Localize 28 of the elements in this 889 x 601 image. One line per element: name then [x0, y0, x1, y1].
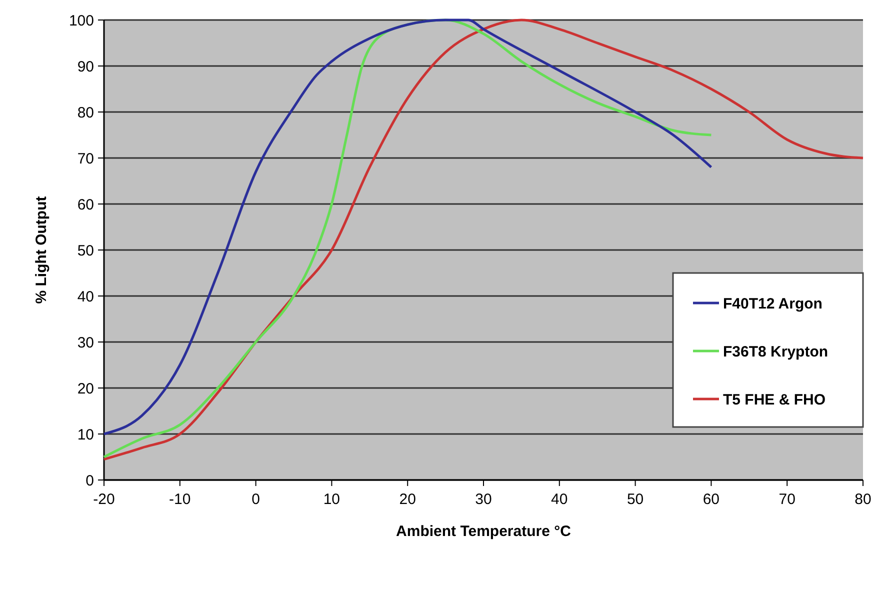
x-tick-label: 30 [475, 491, 492, 508]
y-tick-label: 80 [77, 104, 94, 122]
x-tick-label: 50 [626, 491, 644, 508]
y-tick-label: 20 [77, 380, 94, 398]
x-tick-label: -20 [93, 491, 115, 508]
y-tick-label: 60 [77, 196, 94, 214]
y-tick-label: 70 [77, 150, 94, 168]
legend-label: F40T12 Argon [723, 295, 822, 312]
x-tick-label: 80 [854, 491, 872, 508]
y-tick-label: 100 [68, 12, 94, 30]
x-tick-label: 70 [778, 491, 796, 508]
y-tick-label: 0 [86, 472, 94, 490]
y-tick-label: 40 [77, 288, 94, 306]
x-tick-label: 60 [702, 491, 720, 508]
x-tick-label: -10 [169, 491, 191, 508]
legend-label: F36T8 Krypton [723, 343, 828, 360]
x-tick-label: 40 [551, 491, 568, 508]
x-tick-label: 20 [399, 491, 416, 508]
y-tick-label: 90 [77, 58, 94, 76]
x-axis-title: Ambient Temperature °C [396, 523, 572, 540]
y-tick-label: 10 [77, 426, 94, 444]
line-series [102, 18, 864, 461]
x-tick-label: 10 [323, 491, 340, 508]
y-axis-title: % Light Output [33, 196, 50, 304]
y-tick-label: 50 [77, 242, 94, 260]
legend-label: T5 FHE & FHO [723, 391, 826, 408]
x-tick-label: 0 [252, 491, 260, 508]
y-tick-label: 30 [77, 334, 94, 352]
